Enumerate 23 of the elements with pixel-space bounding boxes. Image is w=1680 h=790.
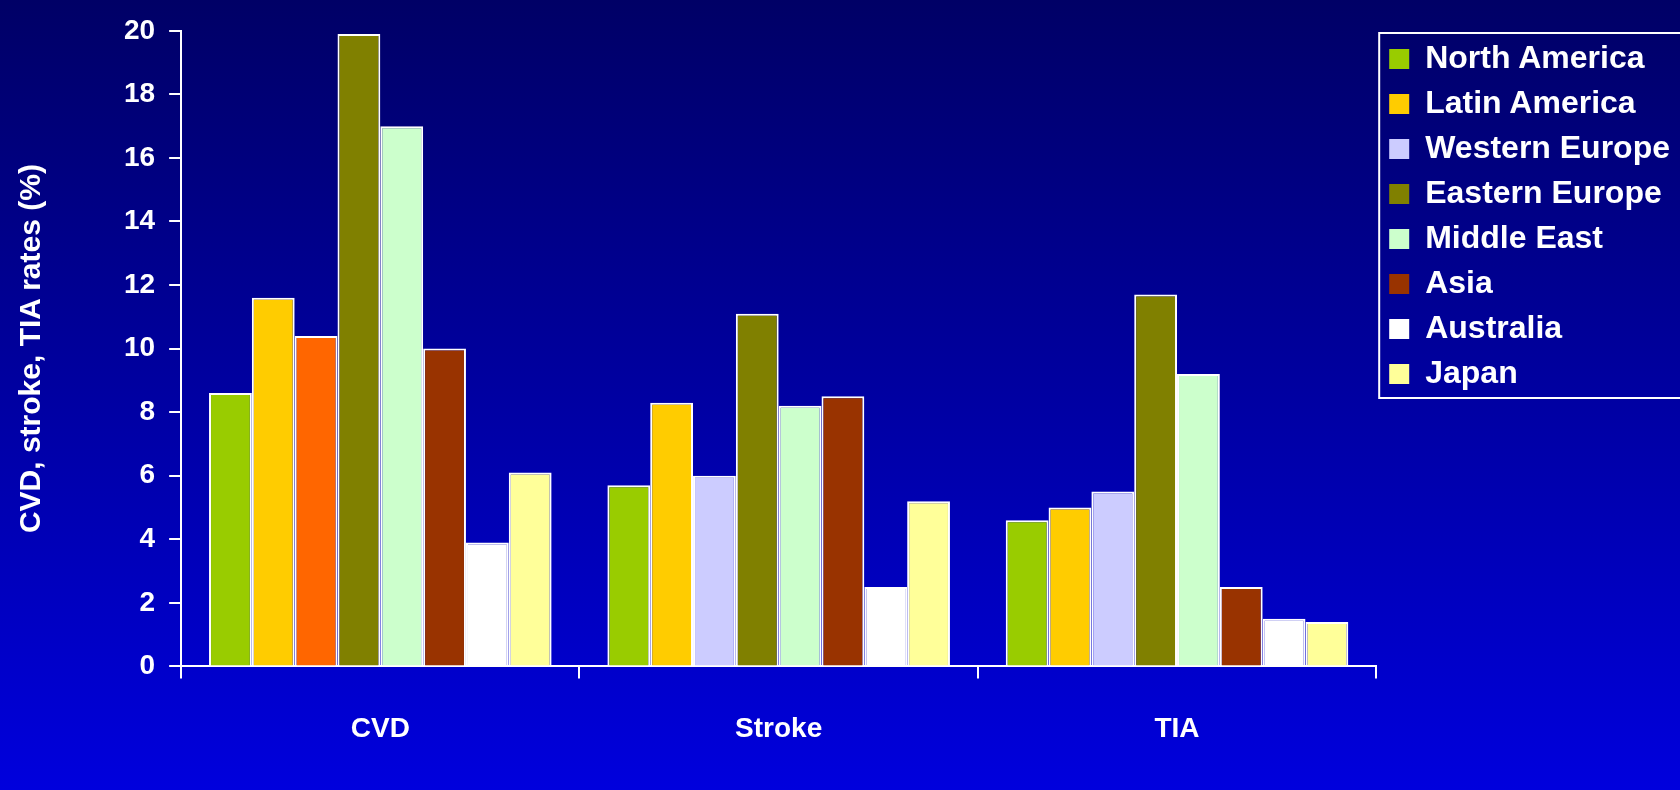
x-tick-label: CVD xyxy=(350,711,410,743)
y-tick-label: 8 xyxy=(139,394,156,426)
y-tick-label: 2 xyxy=(139,585,156,617)
y-tick-label: 18 xyxy=(123,77,156,109)
legend-label: Western Europe xyxy=(1425,128,1670,165)
y-tick-label: 12 xyxy=(123,267,156,299)
legend-label: Latin America xyxy=(1425,83,1636,120)
y-tick-label: 20 xyxy=(123,13,156,45)
y-axis-title: CVD, stroke, TIA rates (%) xyxy=(13,164,47,534)
x-tick-label: TIA xyxy=(1154,711,1200,743)
legend-label: Eastern Europe xyxy=(1425,173,1662,210)
y-tick-label: 4 xyxy=(139,522,156,553)
legend-label: Asia xyxy=(1425,263,1493,300)
legend-label: Japan xyxy=(1425,353,1518,390)
legend-label: North America xyxy=(1425,38,1645,75)
x-tick-label: Stroke xyxy=(735,711,823,743)
y-tick-label: 16 xyxy=(123,140,156,172)
y-tick-label: 6 xyxy=(139,458,156,490)
legend-label: Middle East xyxy=(1425,218,1604,255)
y-tick-label: 14 xyxy=(123,204,156,236)
legend-label: Australia xyxy=(1425,308,1563,345)
y-tick-label: 10 xyxy=(123,331,156,363)
y-tick-label: 0 xyxy=(139,649,156,681)
